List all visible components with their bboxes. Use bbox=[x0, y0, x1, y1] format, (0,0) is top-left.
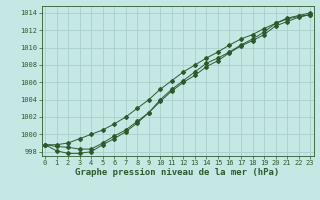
X-axis label: Graphe pression niveau de la mer (hPa): Graphe pression niveau de la mer (hPa) bbox=[76, 168, 280, 177]
